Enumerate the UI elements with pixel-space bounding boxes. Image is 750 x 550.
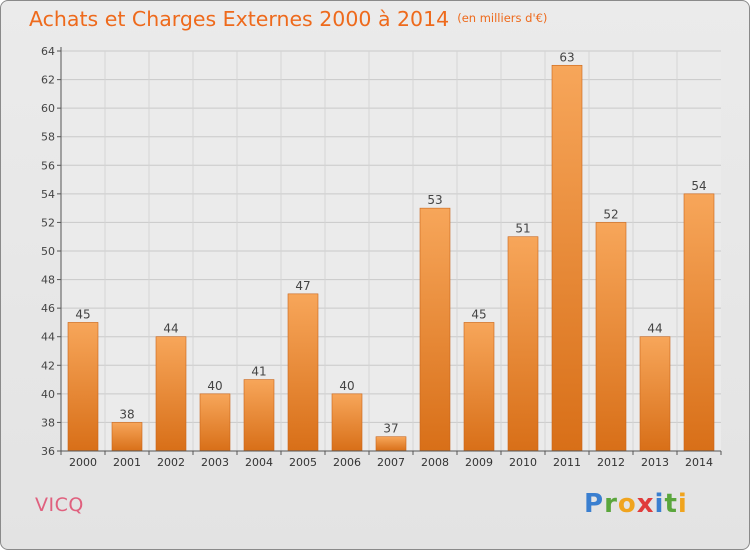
bar-2012 [595,222,627,452]
value-label-2002: 44 [163,322,178,336]
logo-letter: i [654,489,665,519]
axes [57,47,722,455]
x-tick-label-2004: 2004 [245,456,273,469]
y-tick-label: 52 [41,216,55,229]
y-tick-label: 46 [41,302,55,315]
value-label-2009: 45 [471,307,486,321]
y-tick-label: 36 [41,445,55,458]
bar-2002 [155,336,187,452]
y-tick-label: 38 [41,416,55,429]
y-tick-label: 64 [41,45,55,58]
bar-2009 [463,322,495,452]
value-label-2006: 40 [339,379,354,393]
y-tick-label: 62 [41,74,55,87]
x-tick-label-2012: 2012 [597,456,625,469]
y-tick-label: 50 [41,245,55,258]
value-label-2014: 54 [691,179,706,193]
y-tick-label: 56 [41,159,55,172]
logo-letter: r [604,489,618,519]
value-label-2010: 51 [515,222,530,236]
value-label-2000: 45 [75,307,90,321]
logo-letter: x [636,489,655,519]
title-text: Achats et Charges Externes 2000 à 2014 [29,7,450,31]
logo-letter: t [664,489,678,519]
value-label-2013: 44 [647,322,662,336]
logo-letter: o [617,489,637,519]
y-tick-label: 42 [41,359,55,372]
place-name: VICQ [35,494,84,516]
x-tick-label-2010: 2010 [509,456,537,469]
x-tick-label-2000: 2000 [69,456,97,469]
y-tick-label: 48 [41,274,55,287]
x-tick-label-2003: 2003 [201,456,229,469]
chart-title: Achats et Charges Externes 2000 à 2014 (e… [29,7,547,31]
value-label-2008: 53 [427,193,442,207]
value-label-2011: 63 [559,50,574,64]
x-tick-label-2005: 2005 [289,456,317,469]
bar-2001 [111,422,143,452]
value-label-2004: 41 [251,365,266,379]
value-label-2012: 52 [603,207,618,221]
y-tick-label: 40 [41,388,55,401]
y-tick-label: 60 [41,102,55,115]
bar-2014 [683,193,715,452]
bar-2000 [67,322,99,452]
x-tick-label-2002: 2002 [157,456,185,469]
bar-2003 [199,393,231,452]
value-label-2007: 37 [383,422,398,436]
bar-2011 [551,64,583,452]
x-tick-label-2011: 2011 [553,456,581,469]
proxiti-logo: Proxiti [584,489,688,519]
y-tick-label: 44 [41,331,55,344]
x-tick-label-2007: 2007 [377,456,405,469]
bar-2006 [331,393,363,452]
y-tick-label: 58 [41,131,55,144]
unit-label: (en milliers d'€) [457,11,548,25]
x-tick-label-2014: 2014 [685,456,713,469]
x-tick-label-2006: 2006 [333,456,361,469]
bar-2010 [507,236,539,452]
value-label-2001: 38 [119,407,134,421]
x-tick-label-2013: 2013 [641,456,669,469]
bar-2004 [243,379,275,452]
value-label-2003: 40 [207,379,222,393]
logo-letter: P [584,489,605,519]
value-label-2005: 47 [295,279,310,293]
x-tick-label-2009: 2009 [465,456,493,469]
bar-2013 [639,336,671,452]
bar-2005 [287,293,319,452]
bars [67,64,715,452]
bar-2007 [375,436,407,452]
x-tick-label-2008: 2008 [421,456,449,469]
x-tick-label-2001: 2001 [113,456,141,469]
labels: 36 38 40 42 44 46 48 50 52 54 56 58 60 62 64 45 2000 38 20… [41,45,713,469]
bar-2008 [419,207,451,452]
logo-letter: i [677,489,688,519]
y-tick-label: 54 [41,188,55,201]
